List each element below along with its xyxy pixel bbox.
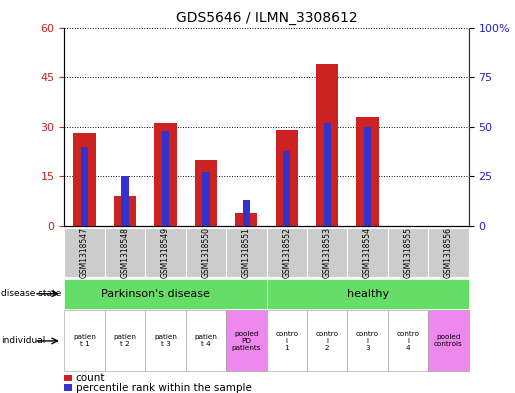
FancyBboxPatch shape (388, 310, 428, 371)
FancyBboxPatch shape (145, 228, 186, 277)
Text: GSM1318555: GSM1318555 (404, 227, 413, 278)
Bar (154, 123, 177, 226)
FancyBboxPatch shape (267, 279, 469, 309)
Text: GSM1318547: GSM1318547 (80, 227, 89, 278)
FancyBboxPatch shape (64, 279, 267, 309)
Text: patien
t 3: patien t 3 (154, 334, 177, 347)
Text: GSM1318549: GSM1318549 (161, 227, 170, 278)
Bar (114, 196, 136, 226)
Text: patien
t 2: patien t 2 (114, 334, 136, 347)
Bar (356, 117, 379, 226)
FancyBboxPatch shape (105, 310, 145, 371)
FancyBboxPatch shape (226, 310, 267, 371)
FancyBboxPatch shape (348, 310, 388, 371)
FancyBboxPatch shape (226, 228, 267, 277)
FancyBboxPatch shape (388, 228, 428, 277)
Text: patien
t 4: patien t 4 (195, 334, 217, 347)
FancyBboxPatch shape (105, 228, 145, 277)
Text: GSM1318556: GSM1318556 (444, 227, 453, 278)
Text: contro
l
2: contro l 2 (316, 331, 339, 351)
Bar (316, 64, 338, 226)
FancyBboxPatch shape (267, 310, 307, 371)
FancyBboxPatch shape (348, 228, 388, 277)
Bar (283, 151, 290, 226)
Bar (195, 160, 217, 226)
Text: GSM1318550: GSM1318550 (201, 227, 210, 278)
Text: individual: individual (1, 336, 45, 345)
Bar (243, 200, 250, 226)
Text: contro
l
1: contro l 1 (275, 331, 298, 351)
Bar (276, 130, 298, 226)
Text: percentile rank within the sample: percentile rank within the sample (76, 383, 251, 393)
Bar (323, 123, 331, 226)
Text: healthy: healthy (347, 289, 389, 299)
FancyBboxPatch shape (64, 310, 105, 371)
Bar (364, 127, 371, 226)
Text: pooled
PD
patients: pooled PD patients (232, 331, 261, 351)
Text: GSM1318552: GSM1318552 (282, 227, 291, 278)
FancyBboxPatch shape (145, 310, 186, 371)
Bar (64, 384, 72, 391)
Bar (81, 147, 88, 226)
Text: GSM1318554: GSM1318554 (363, 227, 372, 278)
Bar (122, 176, 129, 226)
FancyBboxPatch shape (186, 310, 226, 371)
FancyBboxPatch shape (267, 228, 307, 277)
Bar (64, 375, 72, 381)
Text: contro
l
3: contro l 3 (356, 331, 379, 351)
Text: count: count (76, 373, 105, 383)
Text: contro
l
4: contro l 4 (397, 331, 420, 351)
FancyBboxPatch shape (307, 310, 348, 371)
Text: patien
t 1: patien t 1 (73, 334, 96, 347)
Bar (162, 131, 169, 226)
Text: GSM1318553: GSM1318553 (323, 227, 332, 278)
Bar (235, 213, 258, 226)
Bar (74, 133, 96, 226)
FancyBboxPatch shape (307, 228, 348, 277)
FancyBboxPatch shape (64, 228, 105, 277)
Bar (202, 173, 210, 226)
Text: GSM1318548: GSM1318548 (121, 227, 129, 278)
Text: GSM1318551: GSM1318551 (242, 227, 251, 278)
FancyBboxPatch shape (428, 228, 469, 277)
FancyBboxPatch shape (186, 228, 226, 277)
Title: GDS5646 / ILMN_3308612: GDS5646 / ILMN_3308612 (176, 11, 357, 25)
Text: pooled
controls: pooled controls (434, 334, 463, 347)
Text: disease state: disease state (1, 289, 61, 298)
Text: Parkinson's disease: Parkinson's disease (101, 289, 210, 299)
FancyBboxPatch shape (428, 310, 469, 371)
